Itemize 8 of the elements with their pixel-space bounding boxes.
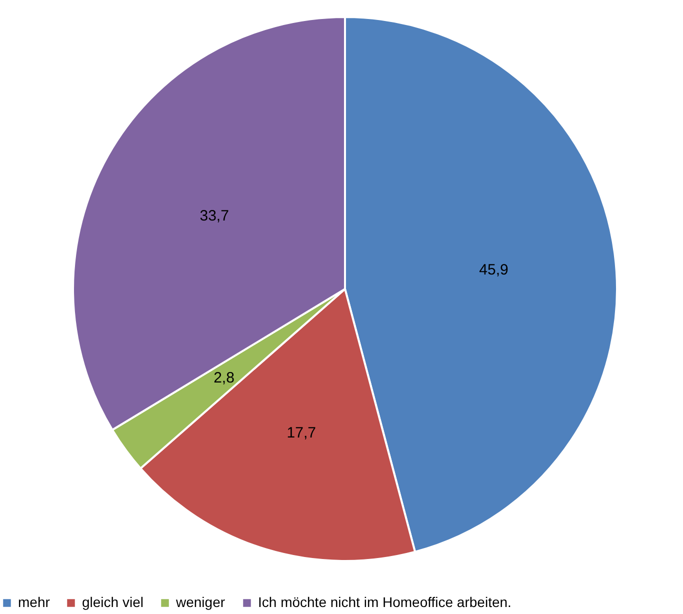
data-label: 17,7 xyxy=(286,424,316,442)
legend-label: weniger xyxy=(175,594,226,610)
data-label: 2,8 xyxy=(214,370,234,387)
legend-label: Ich möchte nicht im Homeoffice arbeiten. xyxy=(258,594,512,610)
legend-label: mehr xyxy=(18,594,50,610)
data-label: 33,7 xyxy=(200,207,229,224)
legend-label: gleich viel xyxy=(82,594,144,610)
data-label: 45,9 xyxy=(479,262,508,279)
